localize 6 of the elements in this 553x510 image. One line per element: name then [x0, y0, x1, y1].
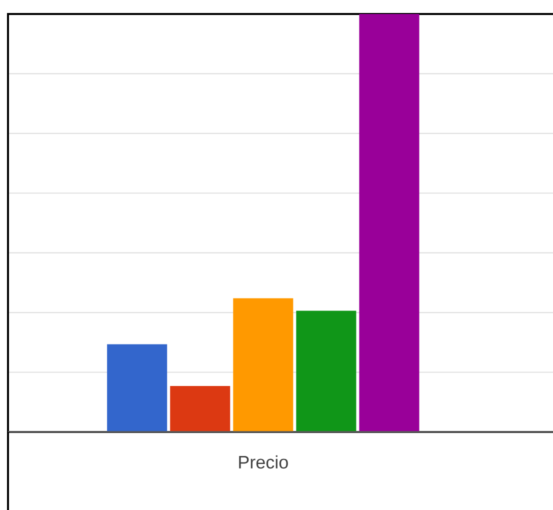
bar [233, 298, 294, 432]
bar [107, 344, 168, 432]
bar [359, 14, 420, 432]
bar [296, 310, 356, 432]
x-axis-title: Precio [239, 455, 288, 469]
bar [170, 386, 230, 432]
